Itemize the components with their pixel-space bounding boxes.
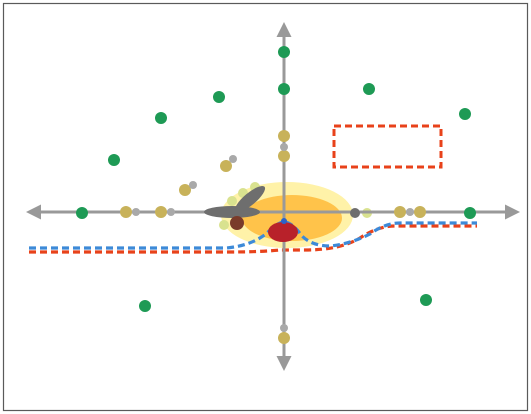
grey-dot-group (132, 143, 414, 332)
green-dot (459, 108, 471, 120)
grey-dot (132, 208, 140, 216)
green-dot (363, 83, 375, 95)
green-dot (278, 83, 290, 95)
grey-dot (167, 208, 175, 216)
green-dot-group (76, 46, 476, 312)
green-dot (278, 46, 290, 58)
olive-dot-group (120, 130, 426, 344)
core-blue-dot (281, 218, 287, 224)
grey-lobe-horizontal (204, 206, 260, 218)
dark-brown-dot (230, 216, 244, 230)
olive-dot (278, 332, 290, 344)
green-dot (139, 300, 151, 312)
green-dot (420, 294, 432, 306)
blue-dashed-band (29, 220, 477, 250)
green-dot (108, 154, 120, 166)
grey-lobe-diagonal (234, 185, 266, 213)
grey-dot (229, 155, 237, 163)
olive-dot (120, 206, 132, 218)
olive-dot (278, 150, 290, 162)
core-red (268, 222, 298, 242)
grey-dot (406, 208, 414, 216)
olive-dot (278, 130, 290, 142)
olive-dot (394, 206, 406, 218)
olive-dot (179, 184, 191, 196)
green-dot (464, 207, 476, 219)
green-dot (213, 91, 225, 103)
pale-dot (227, 196, 237, 206)
dark-grey-dot (350, 208, 360, 218)
green-dot (76, 207, 88, 219)
olive-dot (414, 206, 426, 218)
grey-dot (280, 143, 288, 151)
grey-dot (280, 324, 288, 332)
olive-dot (155, 206, 167, 218)
grey-dot (189, 181, 197, 189)
pale-dot (219, 220, 229, 230)
olive-dot (220, 160, 232, 172)
green-dot (155, 112, 167, 124)
red-dashed-rectangle (332, 124, 443, 169)
